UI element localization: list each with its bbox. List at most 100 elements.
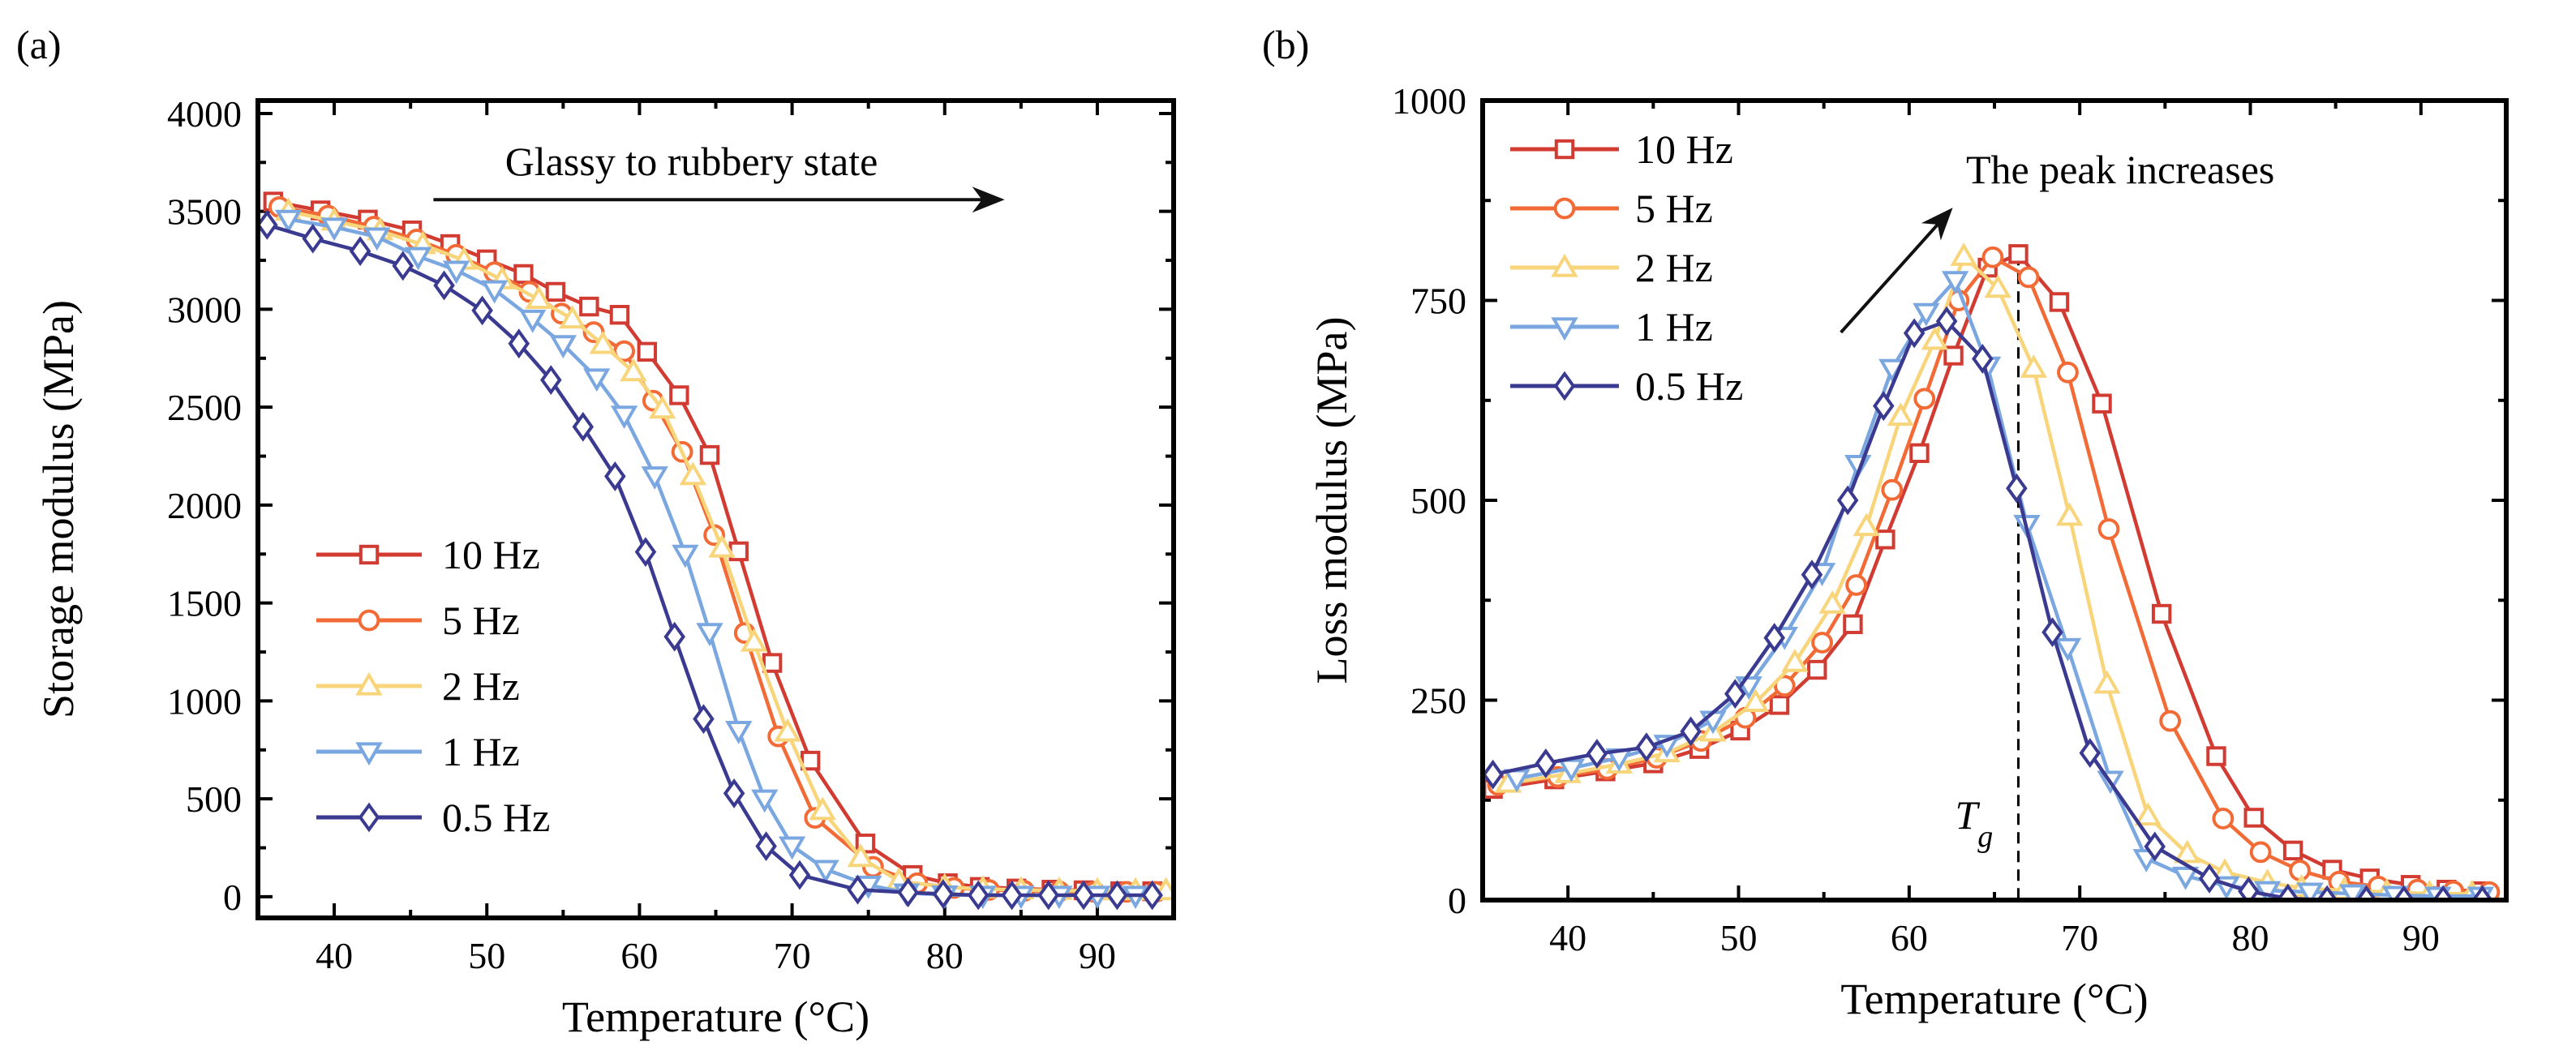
data-point [1950, 242, 1977, 266]
data-point [545, 281, 566, 302]
data-point [2171, 866, 2200, 890]
data-point [363, 227, 391, 251]
y-tick-label: 500 [186, 778, 242, 820]
data-point [637, 341, 658, 362]
data-point [2057, 361, 2079, 384]
data-point [1106, 880, 1128, 911]
data-point [663, 621, 685, 652]
legend-item: 2 Hz [1510, 245, 1713, 290]
series-0-5-hz [1483, 306, 2493, 900]
data-point [1763, 623, 1785, 654]
legend-marker [1551, 253, 1578, 277]
data-point [723, 778, 745, 808]
data-point [2316, 885, 2338, 900]
data-point [1680, 716, 1702, 747]
legend-item: 10 Hz [1510, 126, 1733, 172]
series-10-hz [263, 191, 1162, 902]
data-point [609, 304, 630, 325]
data-point [740, 628, 768, 652]
legend-label: 5 Hz [1635, 186, 1713, 231]
legend-item: 0.5 Hz [1510, 363, 1743, 409]
data-point [1887, 402, 1914, 427]
data-point [812, 860, 839, 884]
data-point [2296, 882, 2324, 900]
data-point [2054, 637, 2082, 662]
x-tick-label: 80 [926, 935, 964, 976]
legend-label: 0.5 Hz [442, 795, 550, 840]
data-point [2174, 839, 2201, 864]
data-point [897, 877, 919, 908]
legend-label: 1 Hz [442, 729, 520, 774]
data-point [1769, 695, 1790, 715]
data-point [696, 623, 723, 647]
data-point [519, 309, 547, 333]
data-point [1586, 739, 1608, 769]
data-point [404, 247, 432, 271]
data-point [442, 260, 470, 285]
data-point [1072, 880, 1095, 911]
series-0-5-hz [258, 209, 1163, 911]
legend-item: 0.5 Hz [316, 795, 550, 840]
data-point [613, 340, 635, 362]
data-point [392, 251, 414, 281]
data-point [1037, 880, 1059, 911]
plot-area [258, 191, 1174, 911]
data-point [604, 461, 626, 491]
x-tick-label: 50 [468, 935, 505, 976]
y-tick-label: 1000 [1392, 80, 1466, 122]
data-point [549, 335, 577, 359]
data-point [2238, 876, 2260, 900]
series-line [1492, 251, 2481, 894]
data-point [572, 411, 595, 442]
data-point [672, 544, 699, 568]
x-tick-label: 40 [316, 935, 353, 976]
data-point [1943, 345, 1964, 366]
legend-marker [1553, 197, 1576, 220]
data-point [809, 796, 836, 821]
data-point [2249, 841, 2272, 864]
data-point [708, 534, 736, 558]
data-point [302, 223, 324, 254]
data-point [1972, 344, 1994, 374]
data-point [847, 843, 874, 868]
data-point [2092, 393, 2112, 414]
y-tick-label: 3000 [167, 289, 242, 330]
data-point [669, 385, 689, 405]
y-tick-label: 2000 [167, 485, 242, 526]
data-point [1853, 512, 1880, 537]
data-point [2151, 603, 2172, 624]
data-point [648, 395, 676, 419]
legend: 10 Hz 5 Hz 2 Hz 1 Hz 0.5 Hz [316, 532, 550, 840]
data-point [1781, 648, 1809, 672]
x-tick-label: 60 [620, 935, 658, 976]
data-point [762, 653, 783, 673]
legend-item: 1 Hz [1510, 304, 1713, 349]
data-point [1875, 530, 1896, 550]
data-point [1811, 632, 1833, 654]
y-tick-label: 1500 [167, 583, 242, 624]
legend-marker [1551, 317, 1578, 341]
data-point [610, 405, 638, 430]
data-point [1818, 590, 1846, 614]
y-tick-label: 750 [1410, 281, 1466, 322]
data-point [699, 444, 720, 465]
series-1-hz [274, 209, 1149, 910]
data-point [1843, 614, 1863, 635]
x-tick-label: 90 [1079, 935, 1116, 976]
y-axis-label: Storage modulus (MPa) [34, 300, 83, 718]
data-point [2471, 885, 2493, 900]
data-point [2159, 710, 2182, 732]
data-point [641, 466, 668, 490]
data-point [2355, 885, 2377, 900]
data-point [320, 217, 348, 242]
data-point [2277, 883, 2299, 900]
data-point [2006, 473, 2028, 504]
data-point [1845, 574, 1868, 596]
data-point [1773, 675, 1796, 697]
data-point [1635, 732, 1658, 763]
y-tick-label: 1000 [167, 680, 242, 722]
data-point [2393, 885, 2415, 900]
data-point [2212, 808, 2235, 830]
y-tick-label: 500 [1410, 480, 1466, 521]
